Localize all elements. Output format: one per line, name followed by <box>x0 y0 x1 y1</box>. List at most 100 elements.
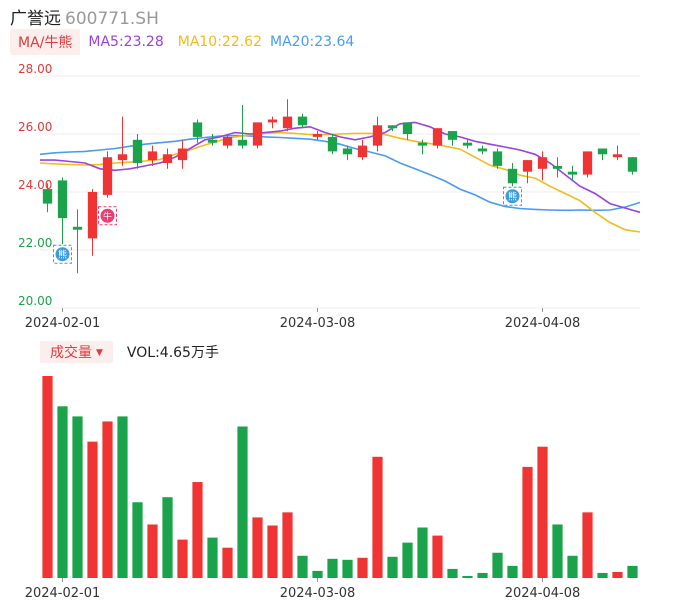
ma-legend: MA/牛熊 MA5:23.28 MA10:22.62 MA20:23.64 <box>10 29 355 55</box>
price-axis: 28.00 26.00 24.00 22.00 20.00 <box>18 62 52 308</box>
volume-date-tick-label: 2024-02-01 <box>25 586 101 601</box>
bear-marker-label: 熊 <box>58 249 67 261</box>
volume-bar <box>132 502 143 578</box>
candle-body <box>447 131 458 140</box>
date-tick-label: 2024-04-08 <box>505 316 581 331</box>
candles <box>42 99 638 274</box>
candle-body <box>567 171 578 175</box>
bear-marker-label: 熊 <box>508 191 517 203</box>
volume-indicator-selector[interactable]: 成交量 ▼ <box>40 341 113 363</box>
volume-bar <box>372 456 383 578</box>
volume-bar <box>342 559 353 578</box>
volume-bar <box>57 406 68 578</box>
candle-body <box>222 136 233 146</box>
candle-body <box>492 151 503 166</box>
volume-bar <box>117 416 128 578</box>
date-axis: 2024-02-01 2024-03-08 2024-04-08 <box>25 308 581 331</box>
candle-body <box>537 157 548 169</box>
candle-body <box>477 148 488 152</box>
volume-bar <box>537 446 548 578</box>
candle-body <box>162 154 173 163</box>
volume-bar <box>42 376 53 578</box>
volume-value: VOL:4.65万手 <box>126 345 219 361</box>
candle-body <box>627 157 638 172</box>
volume-bar <box>357 557 368 578</box>
volume-bar <box>102 421 113 578</box>
candle-body <box>327 136 338 152</box>
price-tick-label: 24.00 <box>18 178 52 192</box>
candle-body <box>417 142 428 146</box>
volume-bar <box>267 525 278 578</box>
candle-body <box>597 148 608 155</box>
bull-marker-icon <box>100 208 115 223</box>
candle-body <box>387 125 398 129</box>
ma20-line <box>39 134 641 212</box>
volume-bar <box>597 572 608 578</box>
volume-bar <box>282 512 293 578</box>
price-tick-label: 28.00 <box>18 62 52 76</box>
bear-marker-frame <box>53 244 72 264</box>
volume-date-tick-label: 2024-04-08 <box>505 586 581 601</box>
volume-bar <box>582 512 593 578</box>
candle-body <box>117 154 128 161</box>
bear-marker-icon <box>505 189 520 204</box>
volume-bar <box>222 547 233 578</box>
volume-bar <box>612 571 623 578</box>
candle-body <box>507 168 518 184</box>
date-tick-label: 2024-03-08 <box>280 316 356 331</box>
price-tick-label: 26.00 <box>18 120 52 134</box>
candle-body <box>357 145 368 158</box>
ma10-legend: MA10:22.62 <box>177 34 263 50</box>
bear-marker-icon <box>55 247 70 262</box>
volume-bar <box>402 542 413 578</box>
stock-name: 广誉远 <box>10 9 61 29</box>
volume-bar <box>447 568 458 578</box>
candle-body <box>282 116 293 129</box>
candle-body <box>267 119 278 123</box>
candle-body <box>342 148 353 155</box>
bull-marker-frame <box>98 206 117 226</box>
ma20-legend: MA20:23.64 <box>270 34 355 50</box>
candle-body <box>372 125 383 146</box>
volume-bar <box>177 539 188 578</box>
candle-body <box>237 139 248 146</box>
candle-body <box>207 139 218 143</box>
stock-code: 600771.SH <box>65 9 159 29</box>
volume-bar <box>507 565 518 578</box>
volume-bar <box>72 416 83 578</box>
ma-indicator-selector[interactable]: MA/牛熊 <box>10 29 81 55</box>
volume-bar <box>87 441 98 578</box>
candle-body <box>102 157 113 195</box>
volume-bar <box>552 524 563 578</box>
candle-body <box>582 151 593 175</box>
candle-body <box>42 189 53 204</box>
volume-bar <box>207 537 218 578</box>
candle-body <box>432 128 443 146</box>
candle-body <box>252 122 263 146</box>
candle-body <box>552 165 563 169</box>
bull-marker-label: 牛 <box>103 210 112 222</box>
volume-bar <box>387 556 398 578</box>
ma5-line <box>40 121 641 214</box>
ma-lines <box>39 121 641 233</box>
candle-body <box>612 154 623 158</box>
candle-body <box>312 134 323 137</box>
price-tick-label: 22.00 <box>18 236 52 250</box>
volume-bar <box>312 570 323 578</box>
candle-body <box>87 192 98 239</box>
volume-bar <box>417 527 428 578</box>
stock-title: 广誉远 600771.SH <box>10 4 159 29</box>
volume-bar <box>327 558 338 578</box>
volume-bar <box>462 575 473 578</box>
date-tick-label: 2024-02-01 <box>25 316 101 331</box>
candle-body <box>297 116 308 126</box>
candle-body <box>72 226 83 230</box>
candle-body <box>147 151 158 161</box>
candle-body <box>192 122 203 137</box>
volume-date-tick-label: 2024-03-08 <box>280 586 356 601</box>
volume-date-axis: 2024-02-01 2024-03-08 2024-04-08 <box>25 578 581 601</box>
ma10-line <box>39 131 641 233</box>
volume-bar <box>252 517 263 578</box>
volume-bar <box>297 555 308 578</box>
